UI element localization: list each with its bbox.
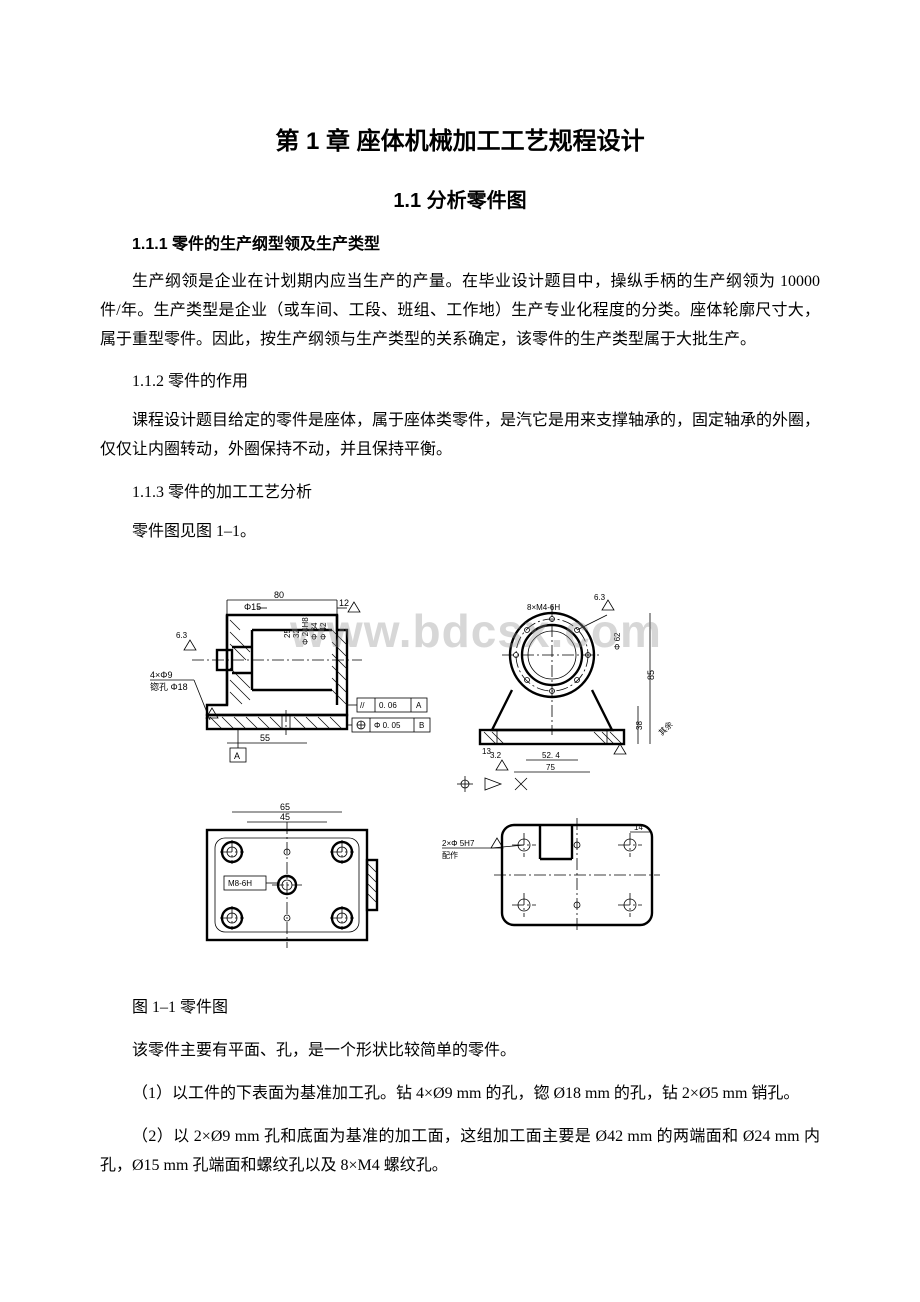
chapter-title: 第 1 章 座体机械加工工艺规程设计 [100, 120, 820, 163]
svg-text:14: 14 [634, 823, 643, 832]
svg-text:Φ 34: Φ 34 [310, 622, 319, 640]
paragraph: 课程设计题目给定的零件是座体，属于座体类零件，是汽它是用来支撑轴承的，固定轴承的… [100, 407, 820, 465]
svg-text:85: 85 [646, 670, 656, 680]
svg-text:2×Φ 5H7: 2×Φ 5H7 [442, 839, 475, 848]
svg-text:3.2: 3.2 [490, 751, 502, 760]
paragraph: 零件图见图 1–1。 [100, 518, 820, 547]
section-title: 1.1 分析零件图 [100, 183, 820, 219]
svg-text:其余: 其余 [656, 719, 674, 737]
svg-text:55: 55 [260, 733, 270, 743]
svg-text:4×Φ9: 4×Φ9 [150, 670, 172, 680]
figure-1-1: www.bdcsx.com [132, 560, 820, 980]
svg-text:6.3: 6.3 [176, 631, 188, 640]
svg-text:6.3: 6.3 [594, 593, 606, 602]
svg-text:38: 38 [635, 721, 644, 730]
svg-text:32: 32 [292, 629, 301, 638]
svg-text:Φ 42: Φ 42 [319, 622, 328, 640]
svg-text:0. 06: 0. 06 [379, 701, 397, 710]
paragraph: （2）以 2×Ø9 mm 孔和底面为基准的加工面，这组加工面主要是 Ø42 mm… [100, 1123, 820, 1181]
paragraph: （1）以工件的下表面为基准加工孔。钻 4×Ø9 mm 的孔，锪 Ø18 mm 的… [100, 1080, 820, 1109]
svg-text:12: 12 [339, 598, 349, 608]
svg-text:B: B [419, 721, 424, 730]
svg-text:8×M4-6H: 8×M4-6H [527, 603, 560, 612]
engineering-drawing-svg: 80 Φ15 12 6.3 25 32 Φ 24H8 Φ 34 Φ 42 4×Φ… [132, 560, 692, 980]
svg-text:A: A [416, 701, 422, 710]
subsection-1-1-2-title: 1.1.2 零件的作用 [100, 368, 820, 397]
svg-text:Φ 24H8: Φ 24H8 [301, 617, 310, 645]
svg-text:配作: 配作 [442, 850, 458, 860]
subsection-1-1-3-title: 1.1.3 零件的加工工艺分析 [100, 479, 820, 508]
svg-text:Φ 0. 05: Φ 0. 05 [374, 721, 401, 730]
svg-text:锪孔 Φ18: 锪孔 Φ18 [150, 681, 188, 692]
paragraph: 该零件主要有平面、孔，是一个形状比较简单的零件。 [100, 1037, 820, 1066]
svg-text:A: A [234, 751, 240, 761]
figure-caption: 图 1–1 零件图 [100, 994, 820, 1023]
svg-text:65: 65 [280, 802, 290, 812]
svg-text:80: 80 [274, 590, 284, 600]
svg-text://: // [360, 701, 365, 710]
svg-text:13: 13 [482, 747, 491, 756]
svg-text:52. 4: 52. 4 [542, 751, 560, 760]
svg-text:45: 45 [280, 812, 290, 822]
svg-text:Φ 62: Φ 62 [613, 632, 622, 650]
paragraph: 生产纲领是企业在计划期内应当生产的产量。在毕业设计题目中，操纵手柄的生产纲领为 … [100, 268, 820, 354]
subsection-1-1-1-title: 1.1.1 零件的生产纲型领及生产类型 [100, 231, 820, 260]
svg-text:Φ15: Φ15 [244, 602, 261, 612]
svg-text:75: 75 [546, 763, 555, 772]
svg-text:M8-6H: M8-6H [228, 879, 252, 888]
svg-text:25: 25 [283, 629, 292, 638]
